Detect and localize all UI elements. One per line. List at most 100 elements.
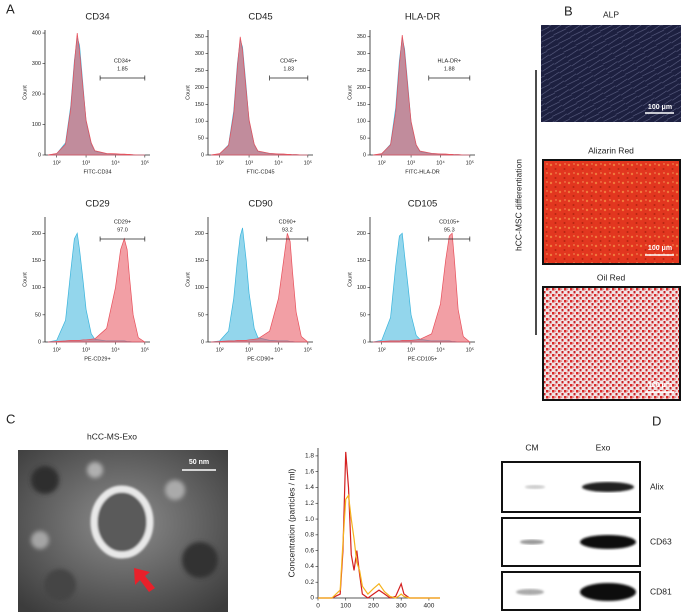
gate <box>428 236 471 242</box>
annotation: 95.3 <box>444 227 455 233</box>
gate <box>99 75 146 81</box>
histogram <box>47 33 145 156</box>
y-tick-label: 350 <box>195 34 204 40</box>
y-tick-label: 300 <box>32 61 41 67</box>
chart-title: CD105 <box>408 199 438 210</box>
x-tick-label: 10⁴ <box>111 159 120 166</box>
y-tick-label: 1.2 <box>305 500 314 507</box>
x-tick-label: 0 <box>316 603 320 610</box>
y-tick-label: 250 <box>357 68 366 74</box>
y-tick-label: 50 <box>35 312 41 318</box>
y-tick-label: 400 <box>32 31 41 37</box>
band <box>520 539 544 545</box>
x-tick-label: 10⁴ <box>111 346 120 353</box>
y-tick-label: 200 <box>32 91 41 97</box>
chart-title: CD34 <box>85 12 109 23</box>
x-tick-label: 10² <box>216 347 224 353</box>
y-tick-label: 0 <box>363 152 366 158</box>
y-tick-label: 200 <box>32 231 41 237</box>
row-label: CD63 <box>650 536 672 546</box>
image-title: hCC-MS-Exo <box>87 431 137 441</box>
y-tick-label: 0 <box>201 152 204 158</box>
y-tick-label: 300 <box>195 51 204 57</box>
x-tick-label: 10⁴ <box>436 159 445 166</box>
y-tick-label: 200 <box>357 231 366 237</box>
x-tick-label: 10³ <box>407 160 415 166</box>
y-tick-label: 100 <box>195 285 204 291</box>
y-tick-label: 100 <box>357 285 366 291</box>
annotation: CD105+ <box>439 219 459 225</box>
y-tick-label: 0 <box>310 595 314 602</box>
x-tick-label: 10³ <box>82 347 90 353</box>
x-tick-label: 10² <box>378 347 386 353</box>
y-tick-label: 300 <box>357 51 366 57</box>
histogram <box>372 38 470 156</box>
x-axis-label: FITC-HLA-DR <box>405 169 440 175</box>
histogram <box>372 35 470 156</box>
annotation: CD45+ <box>280 58 297 64</box>
y-tick-label: 0 <box>201 339 204 345</box>
x-tick-label: 400 <box>423 603 434 610</box>
x-tick-label: 10² <box>378 160 386 166</box>
gate <box>99 236 146 242</box>
x-tick-label: 10⁵ <box>466 159 474 166</box>
alp-image <box>541 25 681 122</box>
y-tick-label: 1.6 <box>305 468 314 475</box>
gate <box>266 236 309 242</box>
panel-label: A <box>6 1 15 16</box>
y-tick-label: 0 <box>363 339 366 345</box>
x-axis-label: PE-CD29+ <box>84 356 110 362</box>
y-tick-label: 50 <box>360 136 366 142</box>
x-tick-label: 10² <box>53 347 61 353</box>
x-tick-label: 10⁵ <box>141 159 149 166</box>
line <box>318 451 440 599</box>
band <box>516 589 544 595</box>
gate <box>269 75 309 81</box>
y-tick-label: 0.4 <box>305 563 314 570</box>
y-tick-label: 200 <box>195 231 204 237</box>
row-label: Alix <box>650 481 664 491</box>
y-axis-label: Count <box>22 85 28 100</box>
x-tick-label: 10⁵ <box>466 346 474 353</box>
side-label: hCC-MSC differentiation <box>513 159 523 251</box>
row-label: CD81 <box>650 586 672 596</box>
x-tick-label: 10⁴ <box>274 159 283 166</box>
x-tick-label: 200 <box>368 603 379 610</box>
histogram <box>47 237 146 343</box>
chart-title: CD45 <box>248 12 272 23</box>
x-tick-label: 100 <box>340 603 351 610</box>
panel-label: C <box>6 411 15 426</box>
y-tick-label: 1.4 <box>305 484 314 491</box>
x-tick-label: 10⁵ <box>304 159 312 166</box>
x-tick-label: 10⁵ <box>141 346 149 353</box>
x-axis-label: FTIC-CD45 <box>246 169 274 175</box>
oil-red-image <box>542 286 681 401</box>
scale-label: 100 μm <box>648 245 672 252</box>
em-texture <box>31 462 218 601</box>
chart-title: CD29 <box>85 199 109 210</box>
annotation: 1.88 <box>444 66 455 72</box>
y-tick-label: 0.8 <box>305 532 314 539</box>
scale-label: 100 μm <box>648 104 672 111</box>
chart-title: HLA-DR <box>405 12 441 23</box>
annotation: HLA-DR+ <box>437 58 461 64</box>
panel-label: B <box>564 3 573 18</box>
histogram <box>210 40 308 156</box>
x-tick-label: 10² <box>53 160 61 166</box>
x-tick-label: 10³ <box>407 347 415 353</box>
band <box>580 583 636 601</box>
y-tick-label: 0 <box>38 152 41 158</box>
histogram <box>210 36 308 156</box>
annotation: 1.83 <box>283 66 294 72</box>
y-tick-label: 1.0 <box>305 516 314 523</box>
y-tick-label: 350 <box>357 34 366 40</box>
image-title: Oil Red <box>597 272 626 282</box>
image-title: ALP <box>603 9 619 19</box>
x-tick-label: 10⁴ <box>436 346 445 353</box>
scale-label: 50 nm <box>189 459 209 466</box>
x-tick-label: 10⁴ <box>274 346 283 353</box>
y-tick-label: 200 <box>357 85 366 91</box>
y-tick-label: 150 <box>195 102 204 108</box>
vesicle <box>90 485 154 559</box>
